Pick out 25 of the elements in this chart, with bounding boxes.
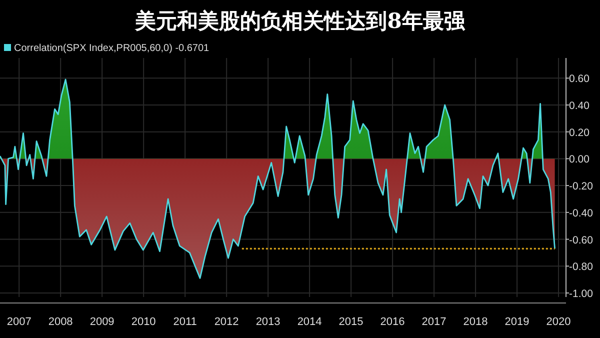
legend: Correlation(SPX Index,PR005,60,0) -0.6701 [4,43,210,54]
x-tick-label: 2008 [48,316,73,328]
x-tick-label: 2015 [338,316,364,328]
x-tick-label: 2011 [173,316,197,328]
chart-title: 美元和美股的负相关性达到8年最强 [134,8,466,33]
x-tick-label: 2007 [6,316,32,328]
y-tick-label: -0.60 [569,234,594,246]
x-tick-label: 2014 [297,316,322,328]
x-tick-label: 2019 [504,316,530,328]
y-tick-label: -0.80 [569,261,594,274]
y-tick-label: 0.00 [569,154,590,166]
y-tick-label: 0.20 [569,126,590,139]
x-tick-label: 2010 [131,316,156,328]
x-tick-label: 2009 [90,316,114,328]
y-tick-label: 0.60 [569,73,590,86]
x-tick-label: 2017 [422,316,446,328]
x-tick-label: 2016 [380,316,405,328]
y-tick-label: -1.00 [569,288,594,300]
x-tick-label: 2018 [463,316,488,328]
x-tick-label: 2012 [214,316,239,328]
y-tick-label: -0.20 [569,180,594,193]
y-tick-label: -0.40 [569,207,594,220]
x-tick-label: 2013 [256,316,280,328]
x-tick-label: 2020 [546,316,571,328]
y-tick-label: 0.40 [569,100,590,112]
